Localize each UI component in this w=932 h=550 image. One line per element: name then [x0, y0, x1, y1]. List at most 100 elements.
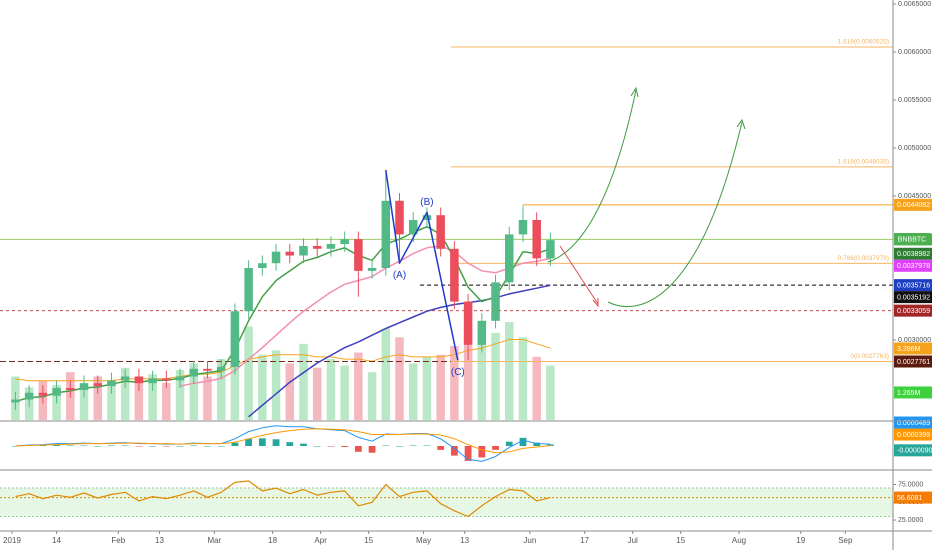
macd-histogram	[149, 446, 157, 447]
candle-body	[162, 378, 171, 381]
candle-body	[477, 320, 487, 345]
volume-bar	[340, 365, 349, 420]
candle-body	[491, 282, 500, 321]
macd-histogram	[94, 446, 102, 447]
price-tag	[894, 259, 932, 272]
candle-body	[244, 268, 253, 312]
x-tick-label: 13	[155, 536, 164, 545]
candle-body	[326, 244, 336, 249]
moving-average	[179, 245, 551, 387]
price-tag-label: 0.0033059	[897, 308, 930, 315]
volume-bar	[271, 350, 281, 420]
x-tick-label: 18	[268, 536, 277, 545]
macd-histogram	[313, 446, 321, 447]
volume-bar	[408, 363, 418, 420]
price-tag	[894, 279, 932, 292]
macd-histogram	[231, 442, 239, 446]
candle-body	[395, 200, 404, 235]
macd-histogram	[80, 445, 88, 447]
volume-bar	[367, 372, 377, 420]
macd-histogram	[176, 446, 184, 447]
candle-body	[436, 215, 445, 249]
candle-body	[258, 263, 267, 269]
candle-body	[285, 251, 295, 256]
macd-histogram	[341, 446, 349, 447]
rsi-tick-label: 75.0000	[898, 481, 923, 488]
macd-histogram	[108, 445, 115, 447]
candle-body	[93, 383, 102, 387]
macd-histogram	[547, 444, 554, 446]
price-tag	[894, 291, 932, 304]
price-tag-label: 1.265M	[897, 390, 921, 397]
rsi-band	[0, 488, 893, 517]
volume-bar	[134, 378, 144, 420]
price-tag	[894, 342, 932, 355]
arrow-head	[630, 86, 639, 98]
candle-body	[505, 234, 514, 283]
price-tag	[894, 386, 932, 399]
price-tag-label: 0.0037978	[897, 263, 930, 270]
x-tick-label: 19	[796, 536, 805, 545]
candle-body	[79, 383, 89, 390]
macd-histogram	[190, 445, 198, 447]
volume-bar	[450, 346, 459, 420]
macd-histogram	[39, 445, 47, 447]
volume-bar	[505, 322, 514, 420]
volume-bar	[175, 369, 185, 420]
candle-body	[52, 388, 61, 396]
macd-histogram	[121, 445, 129, 447]
volume-bar	[532, 356, 541, 420]
candle-body	[367, 268, 377, 271]
macd-histogram	[478, 446, 486, 458]
volume-bar	[395, 337, 404, 420]
x-tick-label: Aug	[732, 536, 746, 545]
candle-body	[66, 388, 75, 390]
candle-body	[463, 301, 473, 345]
volume-bar	[463, 324, 473, 420]
volume-bar	[354, 352, 363, 420]
candle-body	[230, 311, 240, 367]
x-tick-label: Jul	[628, 536, 638, 545]
wave-label: (B)	[420, 197, 433, 208]
volume-bar	[422, 356, 432, 420]
price-tag	[894, 304, 932, 317]
candle-body	[340, 239, 349, 245]
x-tick-label: 2019	[3, 536, 21, 545]
x-tick-label: 15	[676, 536, 685, 545]
candle-body	[11, 399, 20, 403]
candle-body	[422, 215, 432, 221]
price-tag-label: 0.0035716	[897, 282, 930, 289]
candle-body	[518, 220, 528, 235]
candle-body	[354, 239, 363, 271]
candle-body	[381, 200, 391, 269]
volume-bar	[189, 363, 199, 420]
fib-label: 0.786(0.0037978)	[838, 255, 889, 262]
macd-histogram	[450, 446, 458, 456]
x-tick-label: 15	[364, 536, 373, 545]
macd-histogram	[204, 446, 211, 447]
macd-histogram	[258, 438, 266, 446]
x-tick-label: Feb	[111, 536, 125, 545]
candle-body	[216, 366, 226, 371]
moving-average	[15, 225, 551, 403]
price-tag-label: 0.0000399	[897, 432, 930, 439]
volume-bar	[491, 332, 500, 420]
volume-bar	[120, 367, 130, 420]
x-tick-label: Jun	[523, 536, 536, 545]
candle-body	[450, 248, 459, 302]
volume-bar	[518, 337, 528, 420]
volume-bar	[326, 359, 336, 420]
candle-body	[271, 251, 281, 264]
macd-histogram	[245, 438, 253, 446]
fib-label: 1.618(0.0060520)	[838, 39, 889, 46]
candle-body	[134, 376, 144, 384]
y-tick-label: 0.0065000	[898, 1, 931, 8]
arrow-head	[736, 118, 746, 130]
candle-body	[189, 368, 199, 377]
volume-bar	[244, 326, 253, 420]
price-pane: 1.618(0.0060520) 1.618(0.0048035) 0.786(0.…	[0, 39, 893, 420]
x-tick-label: Apr	[314, 536, 327, 545]
fib-label: 1.618(0.0048035)	[838, 159, 889, 166]
